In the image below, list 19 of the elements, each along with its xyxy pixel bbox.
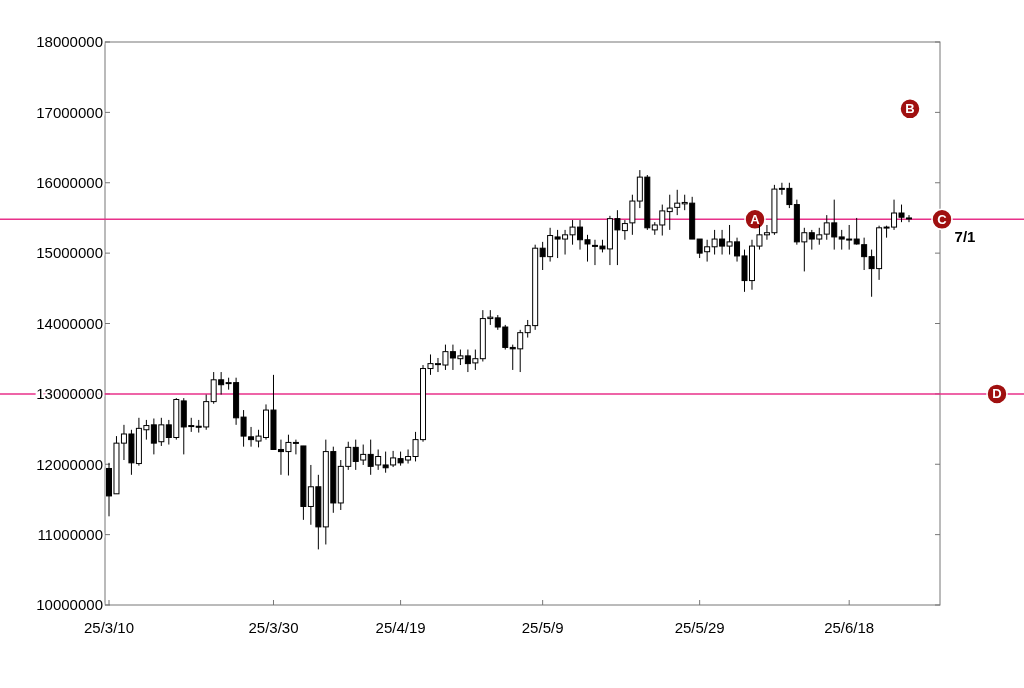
x-tick-label: 25/4/19 (375, 619, 426, 636)
x-tick-label: 25/3/30 (248, 619, 299, 636)
text: 7/1 (954, 228, 976, 245)
y-tick-label: 15000000 (36, 244, 103, 262)
x-tick-label: 25/5/29 (674, 619, 725, 636)
y-tick-label: 10000000 (36, 596, 103, 614)
x-tick-label: 25/5/9 (521, 619, 564, 636)
annotation: B (905, 101, 915, 117)
x-tick-label: 25/6/18 (824, 619, 875, 636)
y-tick-label: 11000000 (37, 525, 103, 543)
y-tick-label: 12000000 (36, 455, 103, 473)
y-tick-label: 17000000 (36, 103, 103, 121)
annotation: C (937, 211, 948, 227)
annotation: D (992, 386, 1002, 402)
y-tick-label: 14000000 (36, 314, 103, 332)
x-tick-label: 25/3/10 (83, 619, 135, 636)
annotation: A (750, 211, 761, 227)
y-tick-label: 18000000 (36, 33, 103, 51)
y-tick-label: 16000000 (36, 174, 103, 191)
